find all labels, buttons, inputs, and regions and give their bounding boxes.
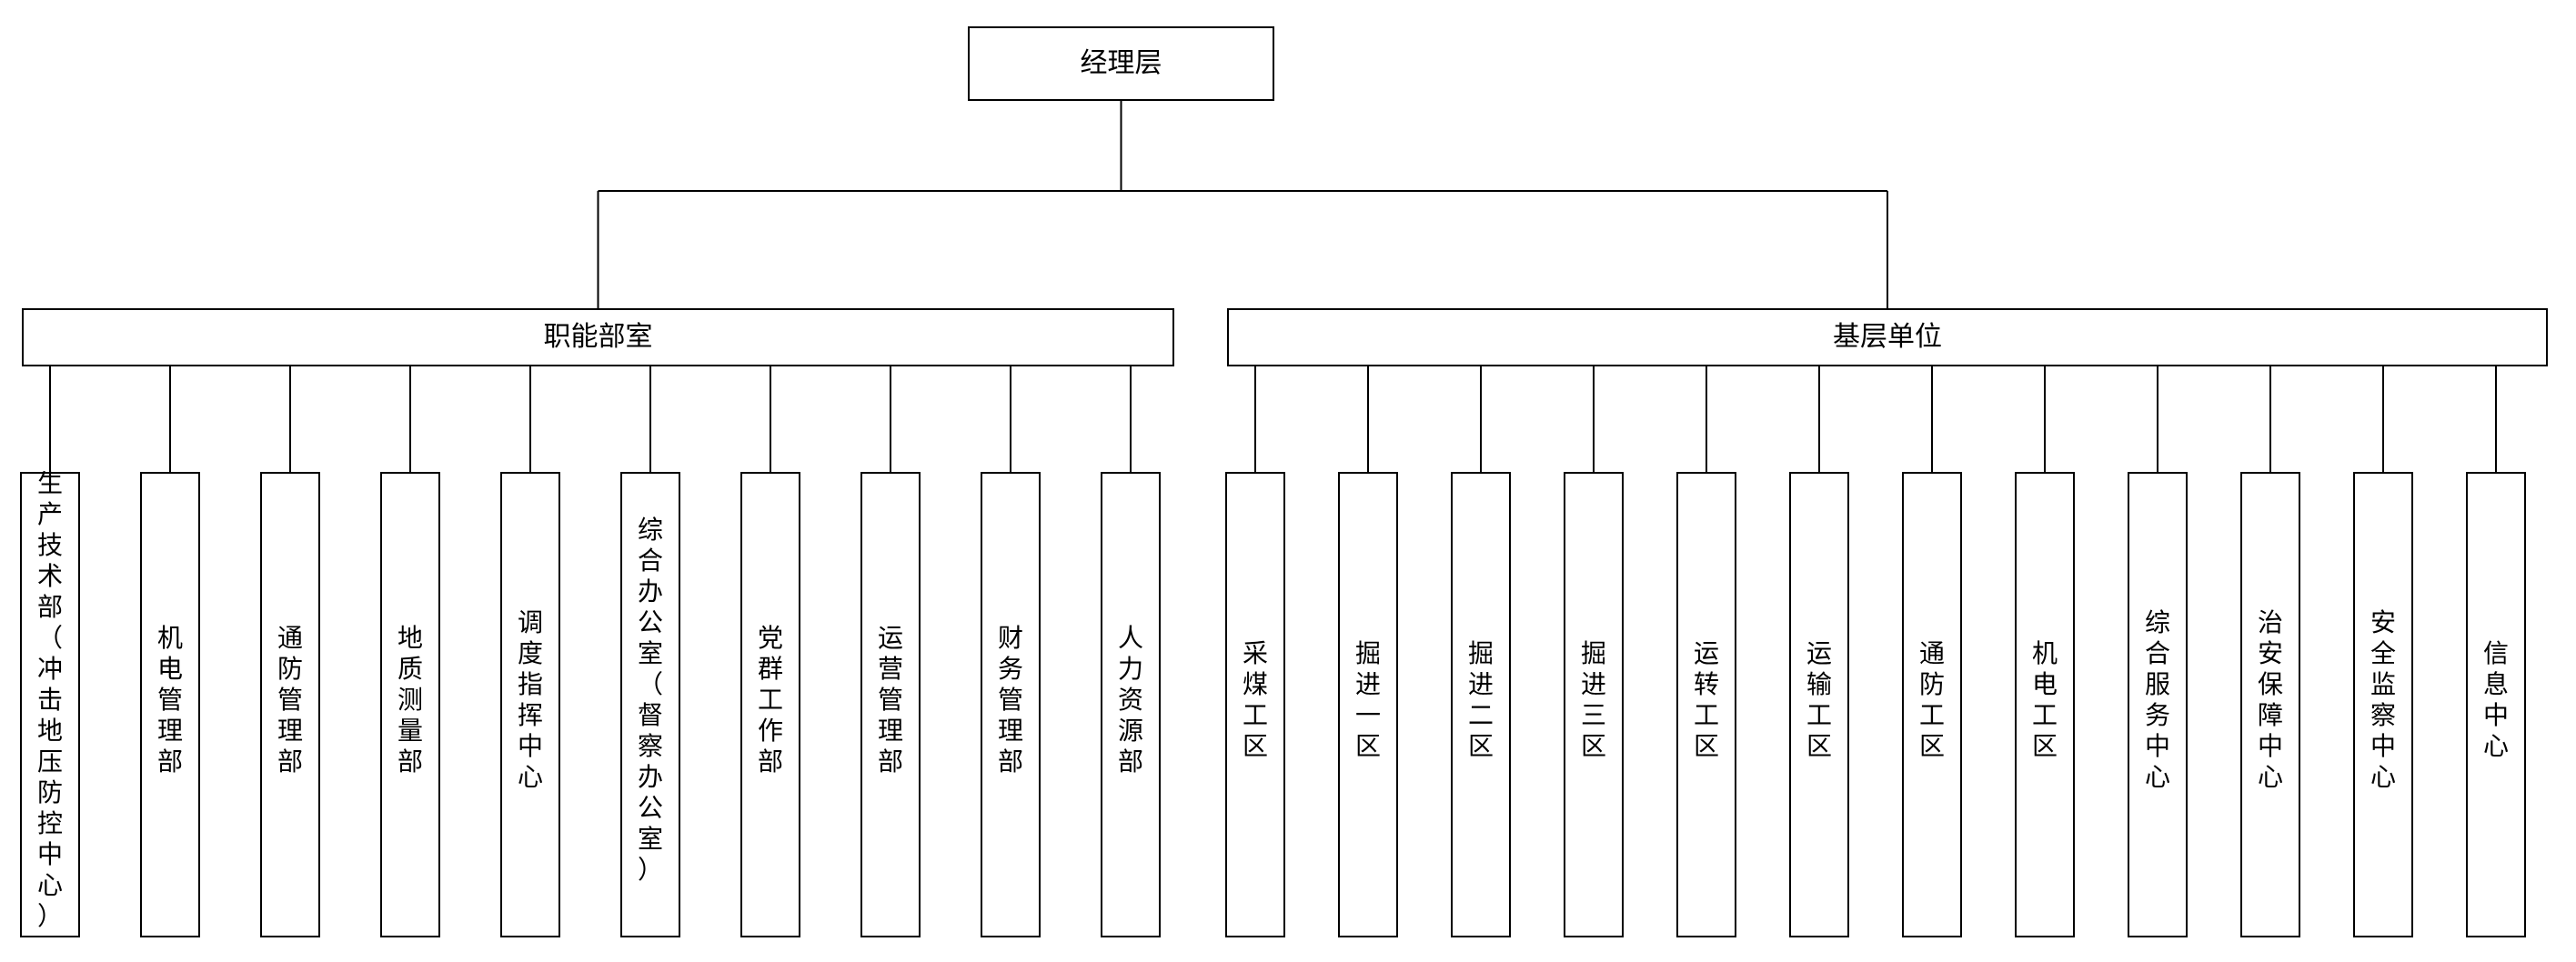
leaf-label: 机电管理部 [157, 624, 183, 777]
leaf-label: 生产技术部（冲击地压防控中心） [37, 469, 63, 931]
branch-label: 职能部室 [544, 322, 653, 352]
leaf-label: 党群工作部 [758, 624, 783, 777]
leaf-label: 人力资源部 [1118, 625, 1143, 777]
org-chart: 经理层职能部室生产技术部（冲击地压防控中心）机电管理部通防管理部地质测量部调度指… [0, 0, 2576, 962]
leaf-label: 地质测量部 [397, 624, 423, 777]
leaf-label: 运营管理部 [878, 625, 903, 777]
branch-label: 基层单位 [1833, 322, 1942, 352]
leaf-label: 财务管理部 [998, 624, 1023, 777]
leaf-label: 通防管理部 [277, 625, 303, 777]
root-label: 经理层 [1081, 48, 1162, 78]
